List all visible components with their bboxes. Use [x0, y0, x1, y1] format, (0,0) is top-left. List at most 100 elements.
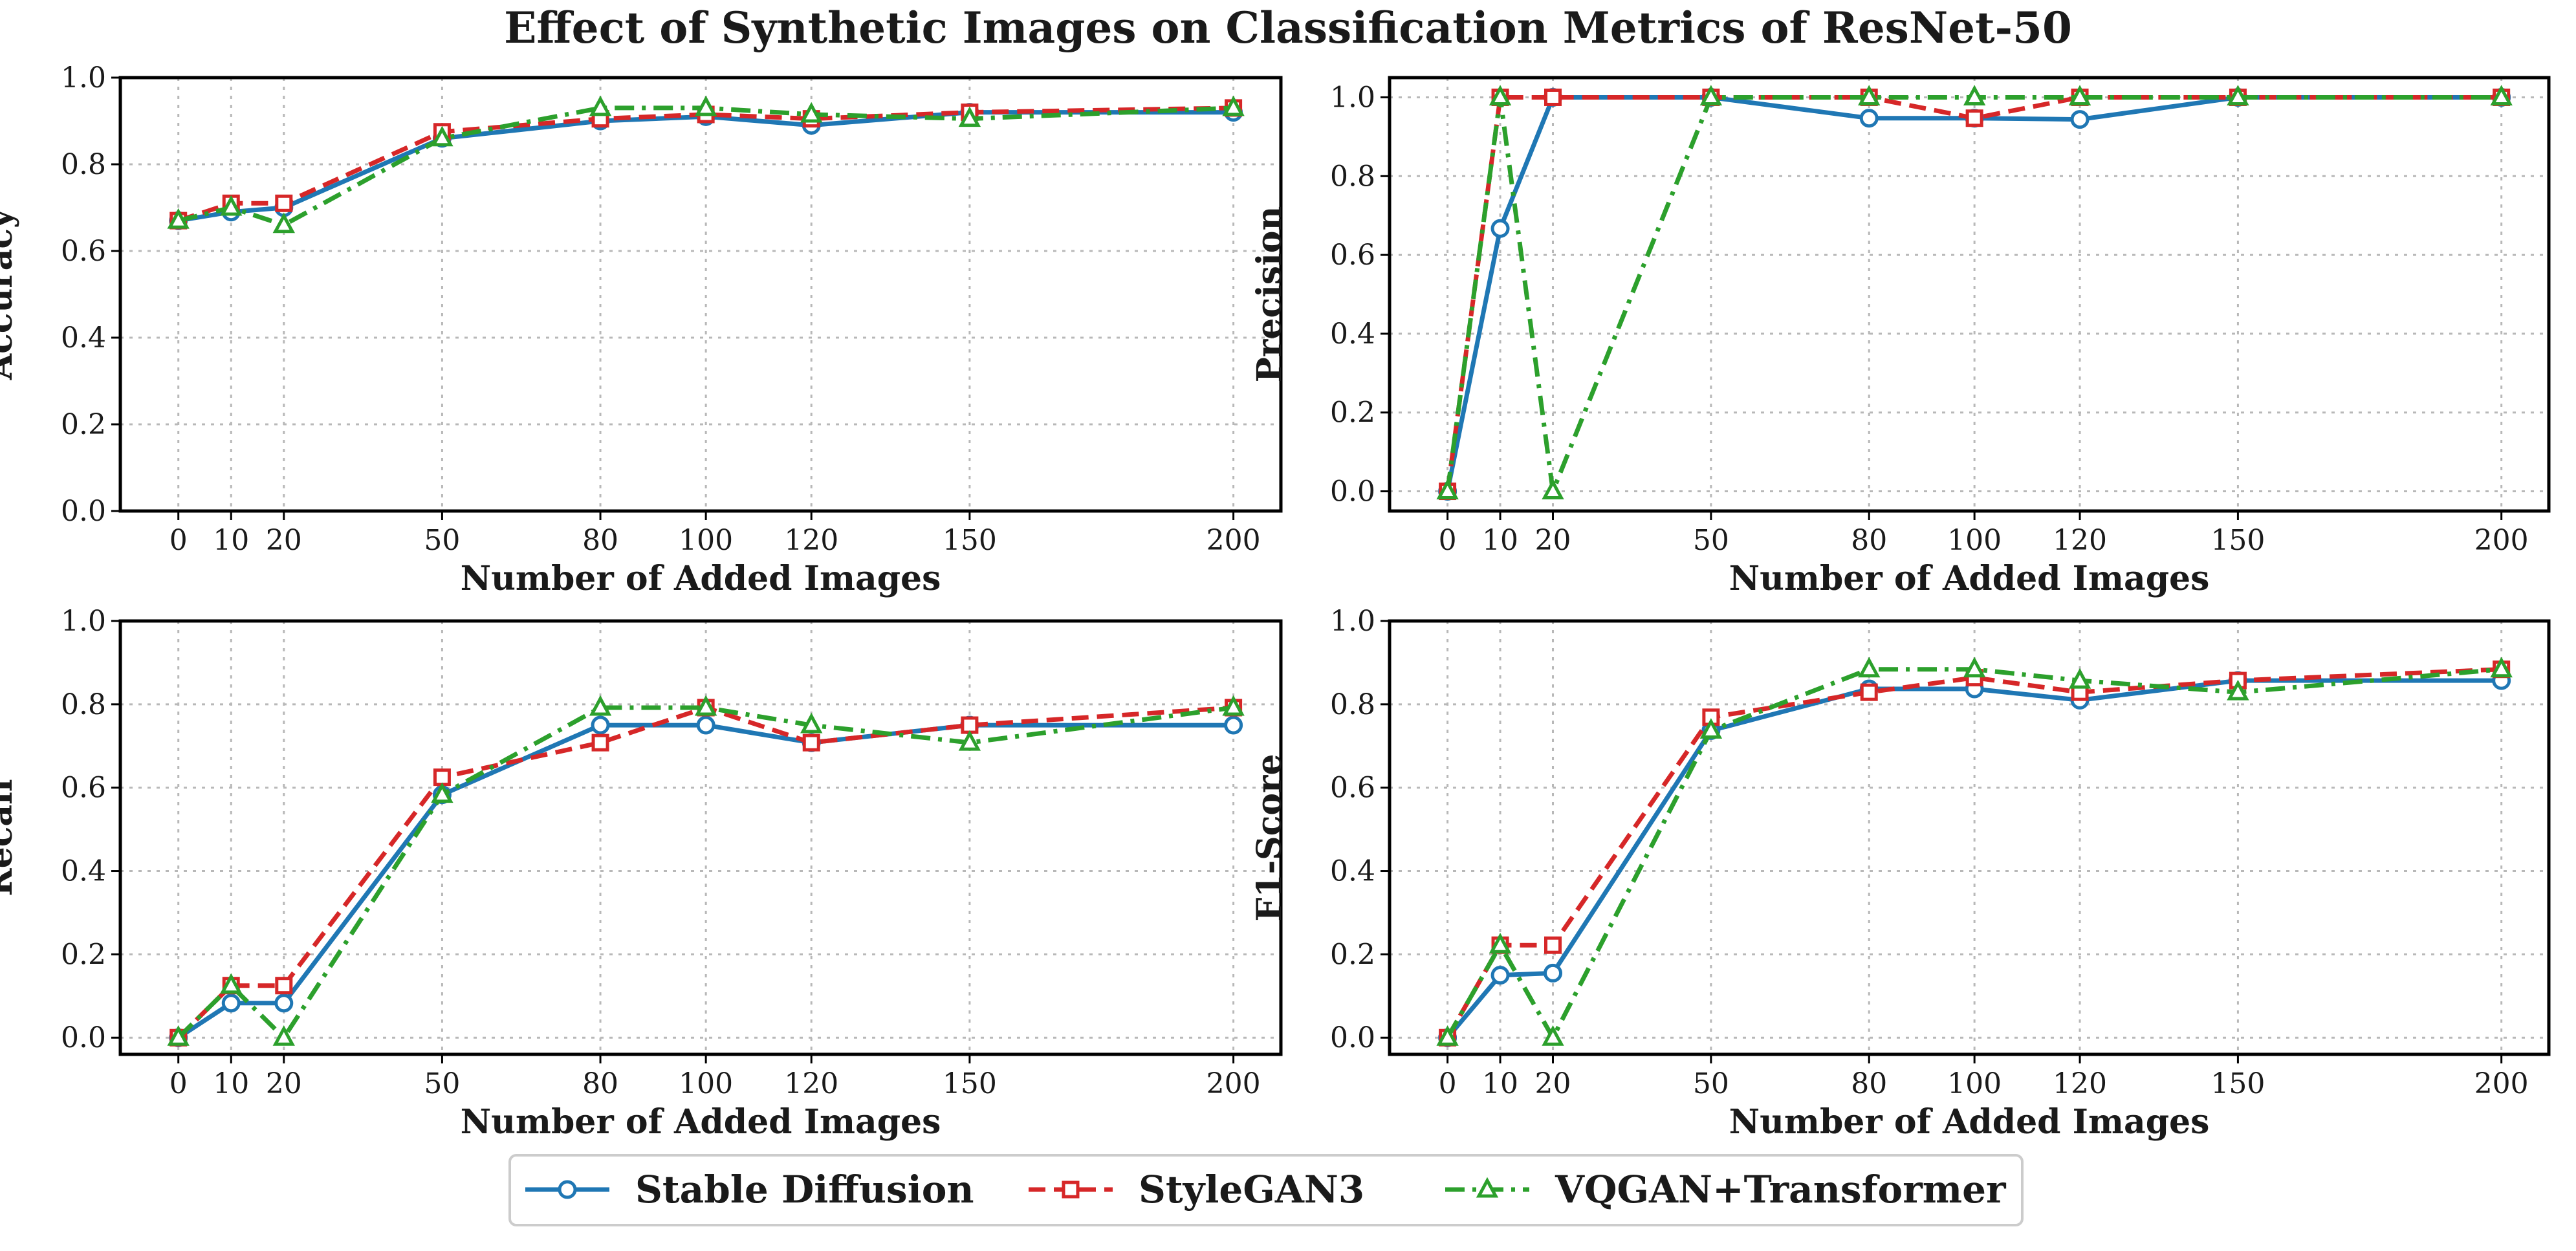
x-axis-label: Number of Added Images	[461, 1102, 941, 1142]
y-tick-label: 0.0	[1330, 475, 1375, 508]
data-point	[431, 782, 453, 803]
legend-label: Stable Diffusion	[635, 1168, 974, 1212]
series-vqgan-transformer	[167, 695, 1245, 1046]
legend-item-stable-diffusion: Stable Diffusion	[525, 1168, 974, 1212]
series-vqgan-transformer	[1436, 85, 2513, 500]
y-tick-label: 0.8	[61, 148, 106, 181]
data-point	[800, 102, 823, 123]
x-tick-label: 10	[1482, 1067, 1518, 1100]
y-tick-label: 0.6	[1330, 772, 1375, 805]
data-point	[800, 712, 823, 734]
x-tick-label: 100	[679, 1067, 733, 1100]
series-stylegan3	[1439, 660, 2511, 1047]
data-point	[433, 768, 451, 787]
series-line	[177, 105, 1234, 228]
legend-item-vqgan-transformer: VQGAN+Transformer	[1445, 1168, 2007, 1212]
data-point	[1965, 109, 1983, 127]
x-tick-label: 50	[424, 1067, 460, 1100]
data-point	[1544, 936, 1562, 954]
legend: Stable Diffusion StyleGAN3 VQGAN+Transform…	[508, 1154, 2024, 1226]
data-point	[1963, 657, 1986, 678]
series-line	[177, 723, 1234, 1040]
data-point	[1542, 1025, 1564, 1046]
x-tick-label: 0	[169, 524, 188, 557]
legend-marker	[558, 1180, 577, 1199]
y-tick-label: 0.0	[1330, 1021, 1375, 1054]
data-point	[1490, 219, 1510, 238]
data-point	[2070, 110, 2090, 129]
data-point	[591, 715, 610, 735]
x-tick-label: 80	[582, 524, 618, 557]
data-point	[2490, 657, 2513, 678]
y-tick-label: 0.2	[1330, 397, 1375, 430]
y-axis-label: Precision	[1250, 206, 1289, 383]
data-point	[2068, 85, 2091, 105]
data-point	[589, 95, 612, 116]
data-point	[1436, 1025, 1459, 1046]
x-tick-label: 0	[169, 1067, 188, 1100]
x-axis-label: Number of Added Images	[461, 559, 941, 598]
data-point	[1436, 479, 1459, 500]
y-tick-label: 0.2	[61, 938, 106, 971]
plot-frame	[118, 619, 1283, 1056]
panel-recall: 0 10 20 50 80 100 120 150 200 0.0 0.2 0.4 0.6 0.8 1.0 N…	[0, 605, 1283, 1142]
data-point	[1489, 85, 1512, 105]
x-tick-label: 100	[1947, 1067, 2002, 1100]
x-tick-label: 150	[2210, 524, 2265, 557]
legend-marker	[1476, 1177, 1499, 1198]
data-point	[1222, 95, 1245, 116]
data-point	[802, 734, 820, 752]
data-point	[1858, 85, 1881, 105]
x-axis-label: Number of Added Images	[1729, 559, 2210, 598]
data-point	[696, 715, 715, 735]
x-tick-label: 100	[1947, 524, 2002, 557]
panel-accuracy: 0 10 20 50 80 100 120 150 200 0.0 0.2 0.4 0.6 0.8 1.0 N…	[0, 61, 1283, 598]
x-tick-label: 10	[213, 524, 249, 557]
legend-item-stylegan3: StyleGAN3	[1029, 1168, 1364, 1212]
data-point	[272, 212, 295, 234]
data-point	[220, 195, 243, 216]
data-point	[1490, 966, 1510, 985]
data-point	[2227, 679, 2249, 701]
y-axis-label: F1-Score	[1250, 754, 1289, 921]
x-tick-label: 80	[1851, 524, 1887, 557]
x-tick-label: 80	[1851, 1067, 1887, 1100]
legend-box	[508, 1154, 2024, 1226]
y-tick-label: 0.0	[61, 1021, 106, 1054]
panel-f1-score: 0 10 20 50 80 100 120 150 200 0.0 0.2 0.4 0.6 0.8 1.0 N…	[1250, 605, 2551, 1142]
x-tick-label: 10	[213, 1067, 249, 1100]
data-point	[1222, 695, 1245, 716]
y-tick-label: 0.0	[61, 495, 106, 528]
y-tick-label: 0.8	[1330, 688, 1375, 721]
x-tick-label: 200	[1206, 1067, 1261, 1100]
y-axis-label: Accuracy	[0, 208, 20, 380]
x-tick-label: 100	[679, 524, 733, 557]
data-point	[272, 1025, 295, 1046]
data-point	[958, 730, 981, 751]
legend-label: StyleGAN3	[1139, 1168, 1364, 1212]
data-point	[1542, 479, 1564, 500]
y-tick-label: 0.2	[1330, 938, 1375, 971]
x-tick-label: 120	[2053, 1067, 2107, 1100]
x-tick-label: 150	[943, 524, 997, 557]
data-point	[961, 716, 979, 734]
series-line	[178, 110, 1234, 223]
data-point	[2227, 85, 2249, 105]
panel-precision: 0 10 20 50 80 100 120 150 200 0.0 0.2 0.4 0.6 0.8 1.0 N…	[1250, 76, 2551, 598]
panels-group: 0 10 20 50 80 100 120 150 2000.00.20.40.60.81.0N…	[0, 61, 2551, 1142]
x-tick-label: 20	[266, 524, 302, 557]
data-point	[275, 977, 293, 995]
data-point	[167, 1025, 190, 1046]
data-point	[221, 994, 241, 1013]
legend-label: VQGAN+Transformer	[1555, 1168, 2007, 1212]
x-tick-label: 50	[1693, 524, 1729, 557]
data-point	[431, 125, 453, 147]
y-tick-label: 1.0	[1330, 605, 1375, 638]
y-tick-label: 1.0	[61, 61, 106, 94]
x-tick-label: 120	[2053, 524, 2107, 557]
series-line	[177, 705, 1234, 1039]
legend-marker	[1062, 1180, 1080, 1199]
x-tick-label: 50	[1693, 1067, 1729, 1100]
plot-frame	[1388, 76, 2551, 513]
x-tick-label: 10	[1482, 524, 1518, 557]
